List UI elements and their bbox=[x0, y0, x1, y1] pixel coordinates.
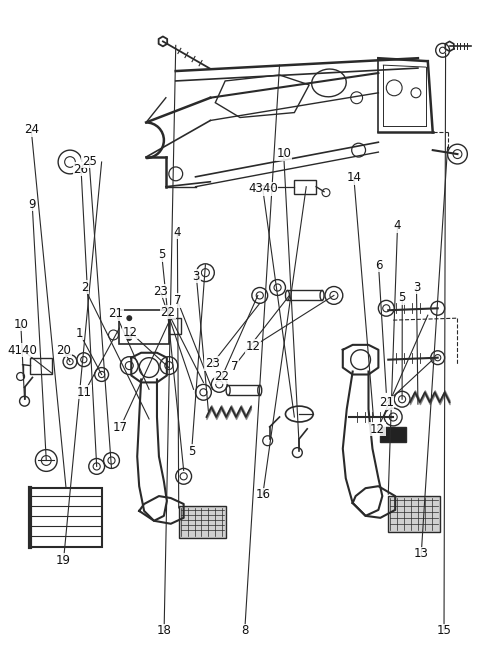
Bar bbox=[169, 318, 180, 334]
Text: 2: 2 bbox=[81, 281, 88, 294]
Bar bbox=[388, 496, 440, 532]
Text: 5: 5 bbox=[158, 248, 166, 261]
Text: 22: 22 bbox=[160, 306, 175, 319]
Text: 12: 12 bbox=[122, 325, 137, 339]
Bar bbox=[294, 180, 316, 194]
Text: 4: 4 bbox=[394, 219, 401, 232]
Bar bbox=[380, 427, 406, 442]
Text: 19: 19 bbox=[56, 554, 71, 567]
Text: 14: 14 bbox=[347, 171, 361, 185]
Text: 21: 21 bbox=[108, 307, 123, 320]
Text: 21: 21 bbox=[379, 396, 394, 410]
Text: 11: 11 bbox=[77, 386, 92, 399]
Text: 12: 12 bbox=[370, 422, 385, 436]
Text: 6: 6 bbox=[375, 258, 382, 272]
Text: 7: 7 bbox=[174, 294, 181, 307]
Text: 25: 25 bbox=[82, 155, 96, 168]
Bar bbox=[179, 506, 226, 538]
Text: 4140: 4140 bbox=[8, 344, 37, 357]
Text: 24: 24 bbox=[24, 124, 39, 136]
Text: 17: 17 bbox=[113, 421, 128, 434]
Bar bbox=[30, 358, 52, 374]
Text: 10: 10 bbox=[13, 317, 28, 331]
Circle shape bbox=[126, 315, 132, 321]
Text: 16: 16 bbox=[255, 488, 270, 501]
Text: 23: 23 bbox=[205, 357, 220, 370]
Text: 3: 3 bbox=[413, 281, 420, 294]
Text: 15: 15 bbox=[437, 624, 452, 637]
Text: 23: 23 bbox=[153, 285, 168, 298]
Text: 5: 5 bbox=[398, 291, 406, 304]
Text: 7: 7 bbox=[230, 360, 238, 373]
Text: 3: 3 bbox=[192, 270, 200, 283]
Text: 4: 4 bbox=[174, 226, 181, 239]
Text: 18: 18 bbox=[156, 624, 171, 637]
Bar bbox=[120, 310, 169, 344]
Text: 26: 26 bbox=[73, 163, 89, 176]
Bar bbox=[30, 488, 102, 548]
Text: 1: 1 bbox=[76, 327, 84, 340]
Text: 13: 13 bbox=[414, 547, 429, 560]
Text: 20: 20 bbox=[56, 344, 71, 357]
Text: 9: 9 bbox=[28, 197, 36, 210]
Text: 4340: 4340 bbox=[248, 183, 277, 195]
Text: 12: 12 bbox=[246, 340, 261, 353]
Text: 22: 22 bbox=[215, 370, 229, 383]
Text: 8: 8 bbox=[241, 624, 249, 637]
Text: 5: 5 bbox=[188, 445, 195, 458]
Circle shape bbox=[126, 335, 132, 341]
Text: 10: 10 bbox=[276, 147, 291, 160]
